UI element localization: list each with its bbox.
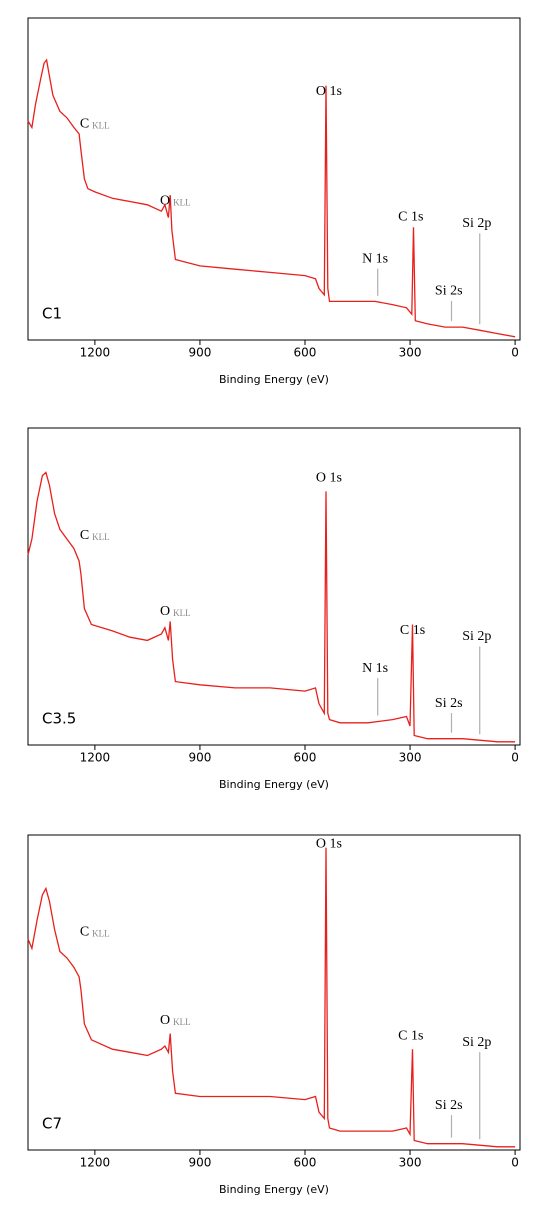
spectrum-line — [27, 58, 516, 338]
peak-label-text: Si 2p — [462, 1035, 491, 1050]
peak-label: C 1s — [398, 1029, 423, 1044]
peak-label: O 1s — [316, 471, 342, 486]
spectrum-line — [27, 471, 516, 743]
x-tick-label: 1200 — [80, 751, 111, 765]
peak-label: C 1s — [398, 210, 423, 225]
peak-label: Si 2s — [435, 284, 463, 299]
peak-label-text: C 1s — [398, 210, 423, 225]
x-axis-label: Binding Energy (eV) — [219, 1183, 329, 1196]
x-tick-label: 0 — [511, 346, 519, 360]
x-tick-label: 1200 — [80, 1156, 111, 1170]
x-tick-label: 900 — [188, 346, 211, 360]
peak-label: N 1s — [362, 661, 388, 676]
peak-label-sub: KLL — [92, 532, 110, 542]
sample-label: C1 — [42, 305, 62, 323]
peak-label-text: Si 2s — [435, 696, 463, 711]
plot-frame — [27, 834, 521, 1151]
peak-label: Si 2p — [462, 216, 491, 231]
x-axis-label: Binding Energy (eV) — [219, 373, 329, 386]
peak-label-sub: KLL — [173, 608, 191, 618]
peak-label-text: O — [160, 194, 170, 209]
sample-label: C3.5 — [42, 710, 76, 728]
peak-label-text: O 1s — [316, 837, 342, 852]
peak-label: C KLL — [80, 116, 110, 131]
peak-label-sub: KLL — [92, 929, 110, 939]
peak-label-text: O 1s — [316, 84, 342, 99]
x-tick-label: 1200 — [80, 346, 111, 360]
peak-label-text: O — [160, 1013, 170, 1028]
peak-label: O 1s — [316, 837, 342, 852]
peak-label: O 1s — [316, 84, 342, 99]
peak-label-text: N 1s — [362, 252, 388, 267]
plot-frame — [27, 17, 521, 341]
peak-label: N 1s — [362, 252, 388, 267]
peak-label: Si 2s — [435, 1098, 463, 1113]
peak-label: Si 2p — [462, 629, 491, 644]
peak-label: O KLL — [160, 1013, 191, 1028]
peak-label-text: C — [80, 528, 89, 543]
peak-label-text: Si 2s — [435, 1098, 463, 1113]
x-tick-label: 900 — [188, 751, 211, 765]
peak-label-text: C 1s — [398, 1029, 423, 1044]
x-tick-label: 300 — [399, 1156, 422, 1170]
peak-label: Si 2s — [435, 696, 463, 711]
x-axis-label: Binding Energy (eV) — [219, 778, 329, 791]
peak-label-text: N 1s — [362, 661, 388, 676]
peak-label: O KLL — [160, 604, 191, 619]
x-tick-label: 0 — [511, 751, 519, 765]
peak-label: O KLL — [160, 194, 191, 209]
peak-label: Si 2p — [462, 1035, 491, 1050]
peak-label-text: Si 2p — [462, 629, 491, 644]
peak-label-text: C — [80, 116, 89, 131]
x-tick-label: 600 — [294, 1156, 317, 1170]
sample-label: C7 — [42, 1115, 62, 1133]
peak-label-text: Si 2s — [435, 284, 463, 299]
x-tick-label: 600 — [294, 751, 317, 765]
peak-label-text: C — [80, 925, 89, 940]
peak-label: C KLL — [80, 528, 110, 543]
peak-label-sub: KLL — [173, 198, 191, 208]
spectrum-line — [27, 847, 516, 1148]
plot-frame — [27, 427, 521, 746]
peak-label-sub: KLL — [92, 120, 110, 130]
peak-label-text: C 1s — [400, 623, 425, 638]
peak-label: C KLL — [80, 925, 110, 940]
peak-label-text: O 1s — [316, 471, 342, 486]
peak-label-sub: KLL — [173, 1017, 191, 1027]
x-tick-label: 0 — [511, 1156, 519, 1170]
x-tick-label: 600 — [294, 346, 317, 360]
peak-label-text: O — [160, 604, 170, 619]
x-tick-label: 300 — [399, 751, 422, 765]
peak-label-text: Si 2p — [462, 216, 491, 231]
x-tick-label: 900 — [188, 1156, 211, 1170]
peak-label: C 1s — [400, 623, 425, 638]
x-tick-label: 300 — [399, 346, 422, 360]
